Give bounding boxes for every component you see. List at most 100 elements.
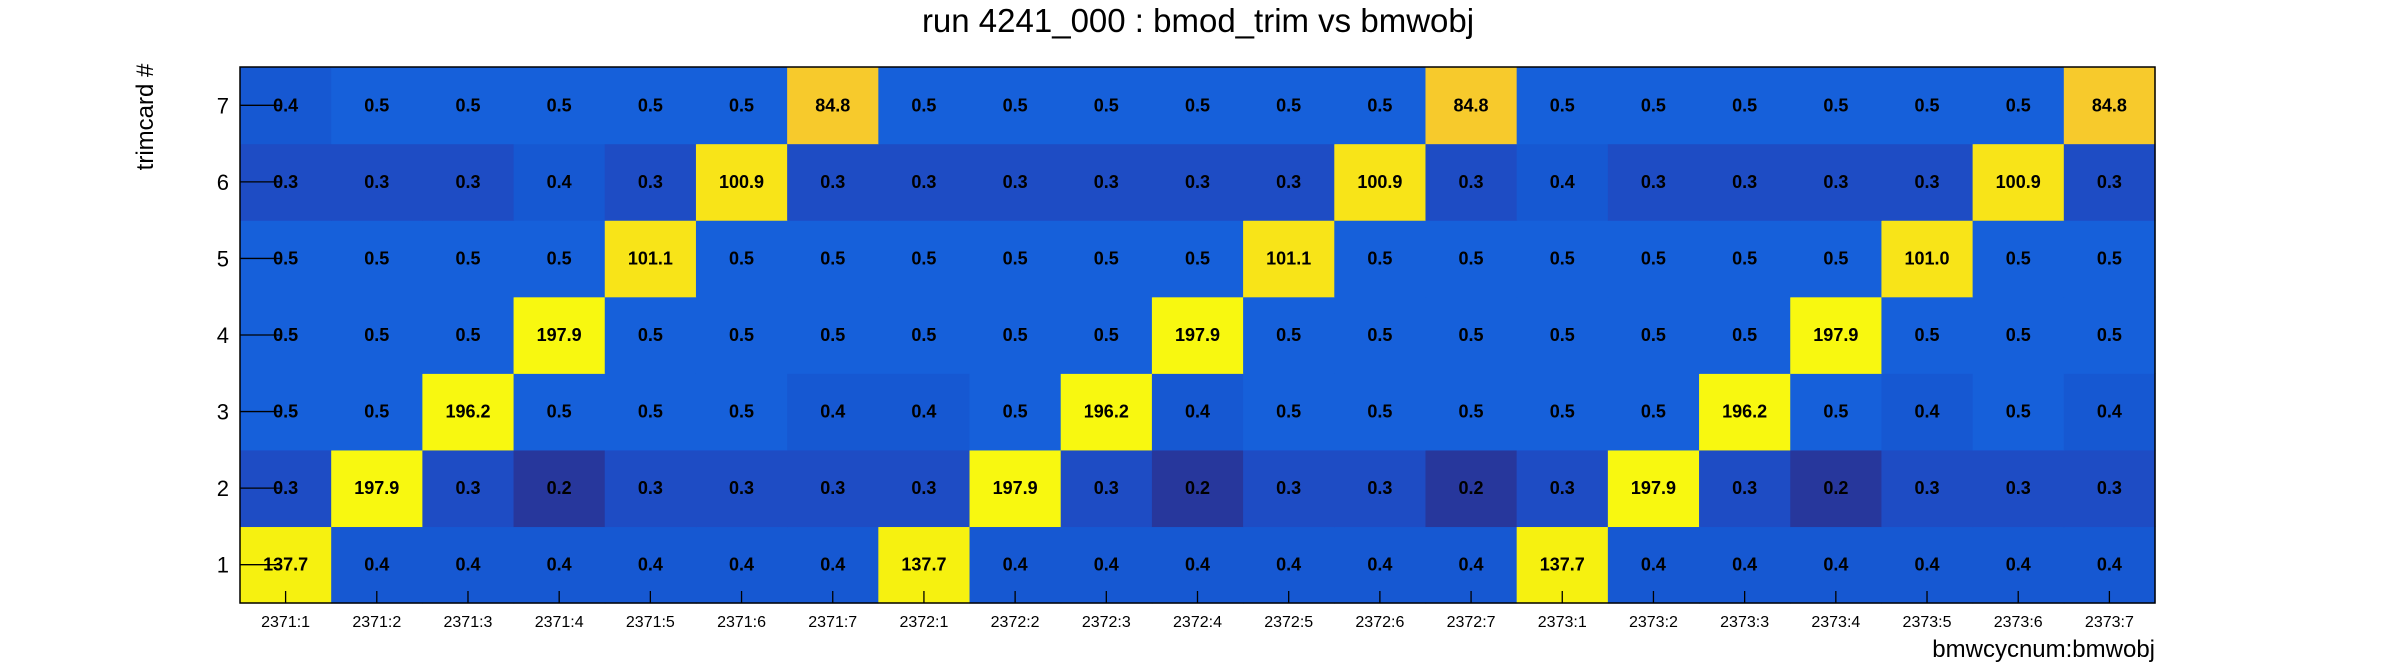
- cell-value-label: 0.5: [1459, 402, 1484, 422]
- heatmap-cell: [969, 526, 1062, 604]
- heatmap-cell: [1425, 143, 1518, 221]
- heatmap-cell: [1699, 449, 1791, 528]
- cell-value-label: 0.5: [455, 95, 480, 115]
- cell-value-label: 137.7: [901, 555, 946, 575]
- cell-value-label: 0.5: [729, 325, 754, 345]
- cell-value-label: 0.5: [455, 248, 480, 268]
- cell-value-label: 0.2: [1185, 478, 1210, 498]
- cell-value-label: 0.5: [547, 402, 572, 422]
- cell-value-label: 0.5: [1823, 95, 1848, 115]
- heatmap-cell: [513, 220, 606, 298]
- cell-value-label: 0.3: [729, 478, 754, 498]
- heatmap-cell: [787, 143, 879, 221]
- cell-value-label: 0.3: [638, 172, 663, 192]
- heatmap-cell: [969, 220, 1062, 298]
- cell-value-label: 0.4: [1915, 555, 1940, 575]
- heatmap-cell-labels: 137.7 0.4 0.4 0.4 0.4 0.4 0.4 137.7 0.4 0.4 0.4 0.4…: [263, 95, 2127, 574]
- cell-value-label: 0.5: [729, 402, 754, 422]
- heatmap-cell: [1516, 526, 1609, 604]
- cell-value-label: 0.3: [1641, 172, 1666, 192]
- cell-value-label: 0.4: [2006, 555, 2031, 575]
- heatmap-cell: [1060, 143, 1153, 221]
- cell-value-label: 0.5: [1915, 325, 1940, 345]
- cell-value-label: 0.5: [1003, 402, 1028, 422]
- cell-value-label: 0.5: [2006, 248, 2031, 268]
- heatmap-cell: [1060, 373, 1153, 451]
- heatmap-cell: [331, 143, 423, 221]
- heatmap-cell: [604, 143, 697, 221]
- cell-value-label: 0.4: [547, 555, 572, 575]
- heatmap-cell: [1425, 67, 1518, 145]
- heatmap-cell: [1425, 296, 1518, 374]
- heatmap-cell: [1516, 67, 1609, 145]
- heatmap-cell: [1790, 296, 1883, 374]
- cell-value-label: 0.5: [1550, 325, 1575, 345]
- heatmap-cell: [1790, 449, 1883, 528]
- heatmap-cell: [1060, 296, 1153, 374]
- cell-value-label: 0.4: [1732, 555, 1757, 575]
- heatmap-cell: [1790, 526, 1883, 604]
- x-tick-label: 2371:2: [352, 614, 401, 631]
- heatmap-cell: [1334, 449, 1427, 528]
- cell-value-label: 84.8: [815, 95, 850, 115]
- cell-value-label: 0.3: [2097, 478, 2122, 498]
- cell-value-label: 100.9: [719, 172, 764, 192]
- cell-value-label: 0.4: [1003, 555, 1028, 575]
- cell-value-label: 0.3: [1276, 172, 1301, 192]
- heatmap-cell: [422, 373, 515, 451]
- cell-value-label: 0.5: [1276, 402, 1301, 422]
- cell-value-label: 0.5: [911, 95, 936, 115]
- y-tick-label: 1: [217, 553, 229, 578]
- cell-value-label: 0.4: [547, 172, 572, 192]
- heatmap-cell: [878, 220, 971, 298]
- x-tick-label: 2372:5: [1264, 614, 1313, 631]
- heatmap-cell: [787, 373, 879, 451]
- cell-value-label: 0.5: [911, 248, 936, 268]
- heatmap-cell: [1516, 143, 1609, 221]
- x-tick-label: 2373:6: [1994, 614, 2043, 631]
- heatmap-cell: [1151, 143, 1244, 221]
- heatmap-cell: [1243, 67, 1335, 145]
- cell-value-label: 0.5: [2006, 95, 2031, 115]
- heatmap-cell: [878, 67, 971, 145]
- cell-value-label: 137.7: [1540, 555, 1585, 575]
- heatmap-cell: [787, 449, 879, 528]
- x-tick-label: 2373:1: [1538, 614, 1587, 631]
- heatmap-cell: [1881, 296, 1974, 374]
- cell-value-label: 0.5: [911, 325, 936, 345]
- x-tick-label: 2373:7: [2085, 614, 2134, 631]
- heatmap-cell: [787, 220, 879, 298]
- x-tick-label: 2372:3: [1082, 614, 1131, 631]
- cell-value-label: 0.5: [1094, 248, 1119, 268]
- heatmap-cell: [1790, 220, 1883, 298]
- heatmap-cell: [422, 526, 515, 604]
- cell-value-label: 196.2: [1722, 402, 1767, 422]
- cell-value-label: 0.2: [547, 478, 572, 498]
- cell-value-label: 84.8: [1454, 95, 1489, 115]
- cell-value-label: 0.4: [1367, 555, 1392, 575]
- heatmap-cell: [1972, 449, 2065, 528]
- heatmap-cell: [1516, 449, 1609, 528]
- heatmap-cell: [1151, 220, 1244, 298]
- cell-value-label: 0.5: [364, 402, 389, 422]
- cell-value-label: 0.3: [1094, 172, 1119, 192]
- cell-value-label: 0.5: [1459, 248, 1484, 268]
- cell-value-label: 0.5: [1550, 402, 1575, 422]
- cell-value-label: 0.4: [1915, 402, 1940, 422]
- heatmap-cell: [1972, 526, 2065, 604]
- heatmap-cell: [2063, 526, 2156, 604]
- heatmap-cell: [1699, 373, 1791, 451]
- cell-value-label: 0.3: [638, 478, 663, 498]
- heatmap-cell: [1881, 143, 1974, 221]
- heatmap-cell: [513, 449, 606, 528]
- y-tick-label: 2: [217, 476, 229, 501]
- heatmap-cell: [1790, 67, 1883, 145]
- x-tick-label: 2371:6: [717, 614, 766, 631]
- cell-value-label: 0.5: [364, 248, 389, 268]
- heatmap-cell: [1790, 143, 1883, 221]
- heatmap-cell: [1516, 296, 1609, 374]
- heatmap-cell: [878, 143, 971, 221]
- heatmap-cell: [1790, 373, 1883, 451]
- heatmap-cell: [1699, 296, 1791, 374]
